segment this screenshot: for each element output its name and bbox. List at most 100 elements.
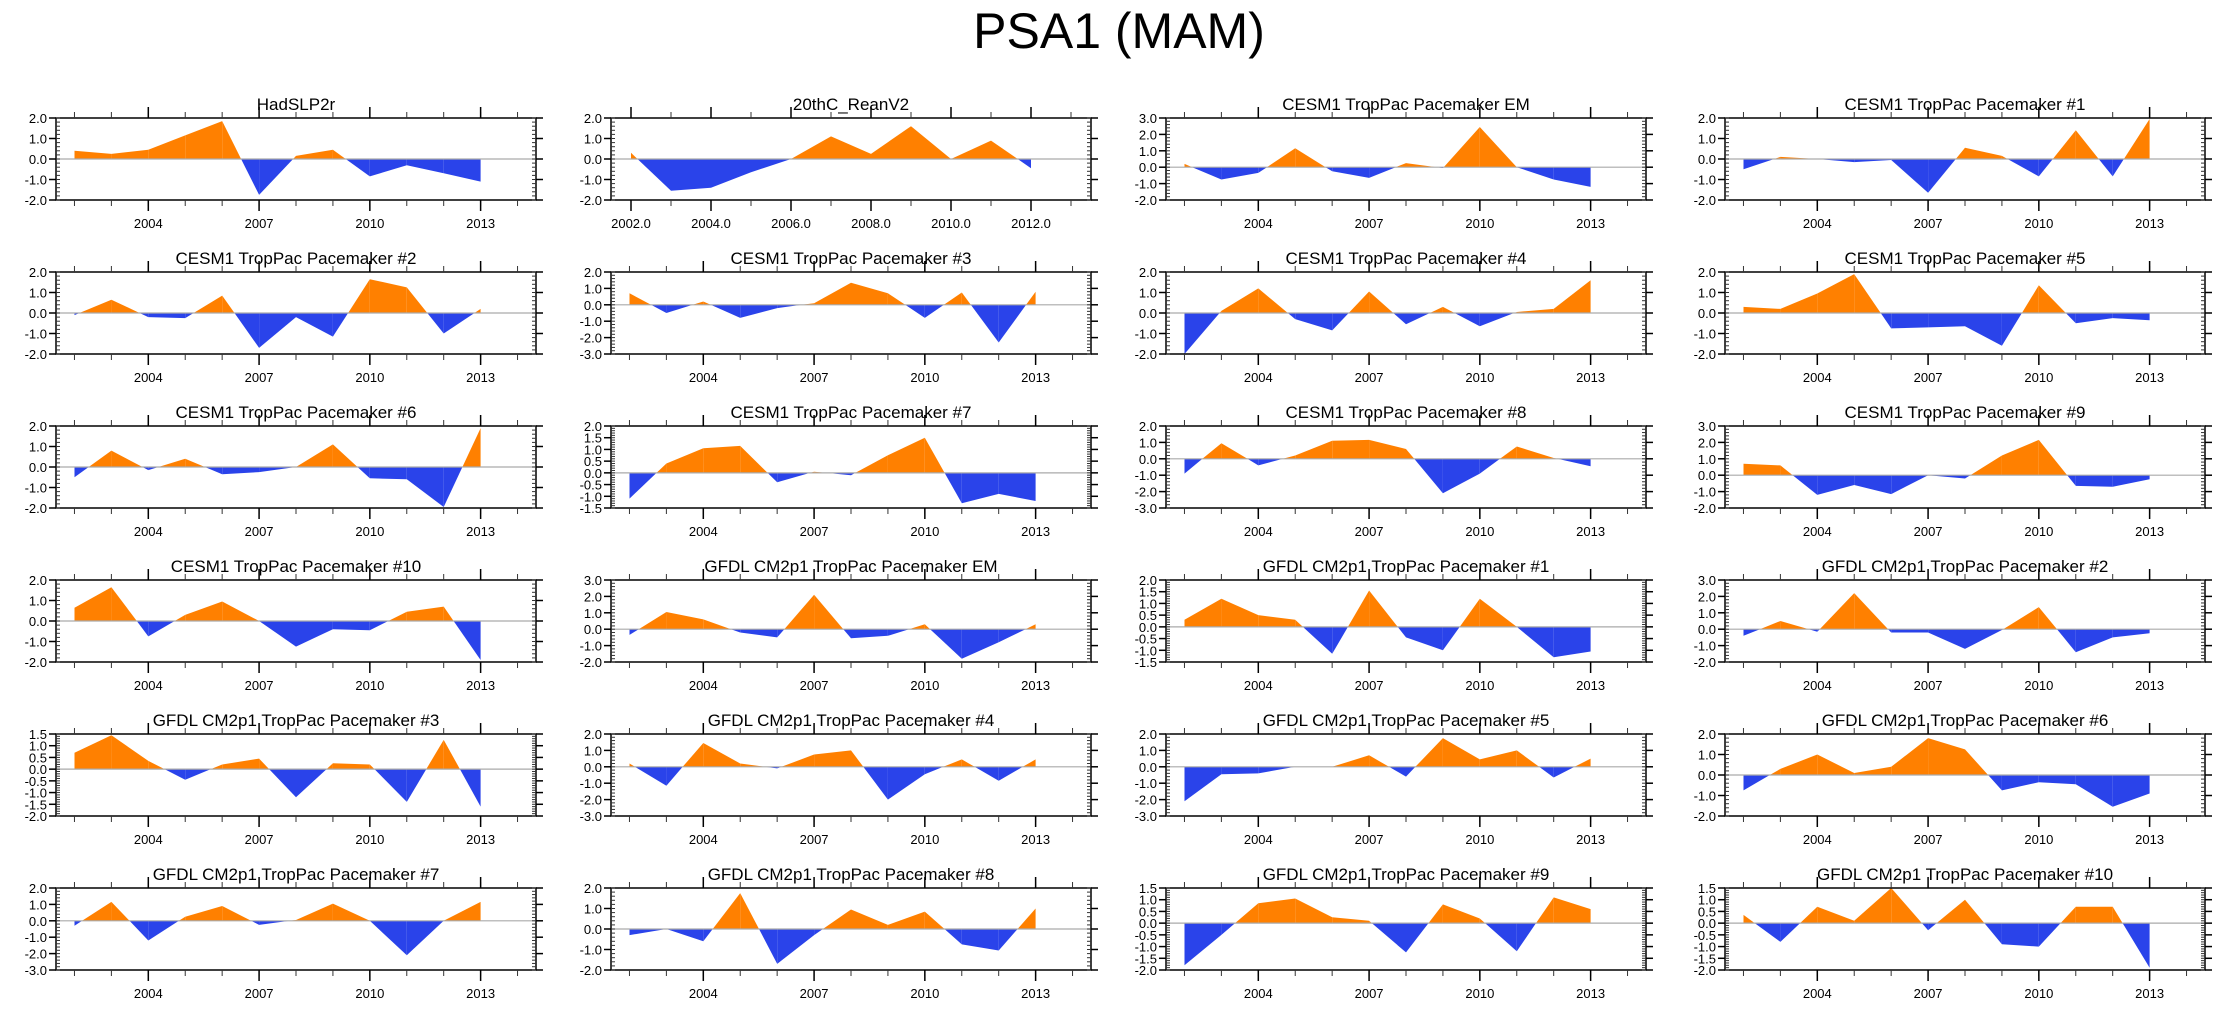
negative-area: [1221, 766, 1259, 775]
positive-area: [1516, 446, 1554, 459]
negative-area: [1808, 629, 1818, 632]
positive-area: [111, 901, 130, 921]
x-tick-label: 2010: [910, 678, 939, 693]
y-tick-label: 2.0: [584, 881, 602, 896]
negative-area: [2067, 475, 2076, 486]
positive-area: [1516, 308, 1554, 313]
positive-area: [1516, 750, 1540, 767]
y-tick-label: 2.0: [1698, 265, 1716, 280]
positive-area: [2060, 906, 2076, 924]
positive-area: [296, 149, 333, 159]
x-tick-label: 2006.0: [771, 216, 811, 231]
x-tick-label: 2013: [466, 678, 495, 693]
y-tick-label: 1.0: [1139, 893, 1157, 908]
x-tick-label: 2010: [2024, 678, 2053, 693]
chart-panel: GFDL CM2p1 TropPac Pacemaker EM -2.0-1.0 0…: [580, 557, 1098, 693]
positive-area: [1415, 738, 1443, 767]
y-tick-label: 0.0: [584, 152, 602, 167]
positive-area: [924, 911, 945, 929]
y-tick-label: -1.0: [580, 173, 602, 188]
y-tick-label: 2.0: [29, 419, 47, 434]
positive-area: [740, 445, 768, 473]
y-tick-label: -1.5: [1135, 655, 1157, 670]
plot-frame: [55, 887, 537, 971]
positive-area: [943, 292, 962, 305]
positive-area: [629, 293, 651, 305]
negative-area: [1247, 458, 1259, 466]
y-tick-label: 0.5: [1139, 904, 1157, 919]
negative-area: [2075, 475, 2113, 487]
y-tick-label: 0.0: [584, 922, 602, 937]
positive-area: [1936, 899, 1965, 924]
positive-area: [1184, 163, 1193, 168]
negative-area: [129, 920, 149, 941]
negative-area: [740, 629, 778, 638]
y-tick-label: 0.0: [1139, 160, 1157, 175]
y-tick-label: 0.5: [1139, 608, 1157, 623]
y-tick-label: -1.0: [1135, 327, 1157, 342]
y-tick-label: 2.0: [1139, 265, 1157, 280]
positive-area: [79, 299, 112, 313]
negative-area: [259, 313, 296, 348]
positive-area: [1025, 624, 1036, 630]
positive-area: [1970, 455, 2002, 476]
negative-area: [251, 920, 260, 925]
negative-area: [634, 766, 667, 786]
panel-title: GFDL CM2p1 TropPac Pacemaker #3: [153, 711, 440, 730]
negative-area: [2038, 775, 2076, 785]
x-tick-label: 2007: [800, 678, 829, 693]
y-tick-label: 2.0: [1139, 573, 1157, 588]
y-tick-label: 0.0: [584, 298, 602, 313]
negative-area: [2057, 629, 2076, 653]
negative-area: [259, 621, 296, 647]
positive-area: [222, 601, 260, 621]
positive-area: [1235, 903, 1259, 924]
positive-area: [791, 136, 831, 159]
positive-area: [2112, 906, 2123, 924]
positive-area: [74, 150, 112, 159]
positive-area: [851, 750, 864, 767]
y-tick-label: 0.0: [29, 762, 47, 777]
positive-area: [74, 735, 112, 770]
panel-title: GFDL CM2p1 TropPac Pacemaker #6: [1822, 711, 2109, 730]
y-tick-label: -1.0: [580, 776, 602, 791]
negative-area: [1817, 629, 1820, 632]
x-tick-label: 2013: [1576, 678, 1605, 693]
negative-area: [1184, 766, 1222, 802]
x-tick-label: 2013: [1576, 216, 1605, 231]
y-tick-label: 2.0: [584, 589, 602, 604]
x-tick-label: 2007: [245, 370, 274, 385]
chart-panel: CESM1 TropPac Pacemaker #4 -2.0 -1.0 0.0 1.0…: [1135, 249, 1653, 385]
panel-title: GFDL CM2p1 TropPac Pacemaker EM: [704, 557, 997, 576]
y-tick-label: -0.5: [25, 774, 47, 789]
x-tick-label: 2002.0: [611, 216, 651, 231]
chart-panel: HadSLP2r -2.0 -1.0 0.0 1.0 2.0 2004 2007 2010 201…: [25, 95, 543, 231]
y-tick-label: -2.0: [1694, 809, 1716, 824]
y-tick-label: 2.0: [29, 881, 47, 896]
x-tick-label: 2013: [1021, 524, 1050, 539]
negative-area: [1442, 458, 1480, 494]
x-tick-label: 2007: [245, 524, 274, 539]
negative-area: [814, 929, 823, 936]
negative-area: [944, 472, 962, 504]
y-tick-label: -1.0: [1135, 776, 1157, 791]
x-tick-label: 2007: [1914, 678, 1943, 693]
negative-area: [740, 304, 778, 318]
positive-area: [638, 612, 667, 630]
positive-area: [1332, 755, 1370, 767]
negative-area: [459, 769, 481, 807]
negative-area: [1389, 766, 1406, 777]
y-tick-label: 1.5: [29, 727, 47, 742]
y-tick-label: 0.0: [1698, 152, 1716, 167]
x-tick-label: 2004: [134, 370, 163, 385]
x-tick-label: 2010: [910, 370, 939, 385]
negative-area: [1479, 458, 1500, 474]
negative-area: [887, 766, 925, 800]
y-tick-label: 2.0: [29, 111, 47, 126]
positive-area: [1221, 598, 1259, 627]
positive-area: [111, 735, 149, 770]
x-tick-label: 2013: [466, 370, 495, 385]
y-tick-label: 0.0: [1698, 306, 1716, 321]
negative-area: [2075, 313, 2113, 324]
x-tick-label: 2010: [1465, 370, 1494, 385]
